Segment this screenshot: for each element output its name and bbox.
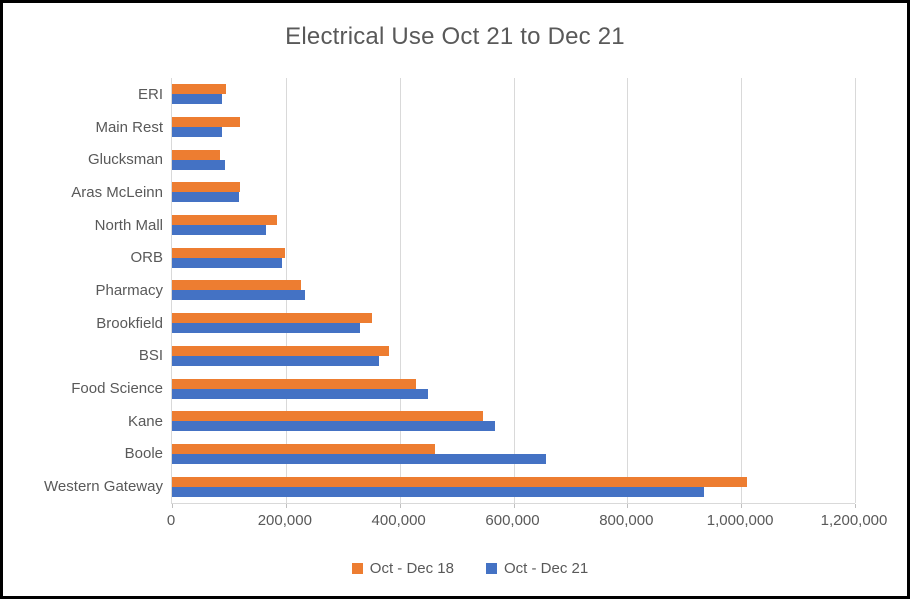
axis-tick [172,504,173,508]
bar-rows [172,78,855,503]
category-label-glucksman: Glucksman [87,151,163,169]
bar-oct-dec-18-eri [172,84,227,95]
category-row-glucksman [172,143,855,176]
x-tick-label-400-000: 400,000 [371,512,426,529]
category-label-bsi: BSI [138,347,163,365]
category-row-brookfield [172,307,855,340]
bar-oct-dec-21-boole [172,453,546,464]
x-tick-label-800-000: 800,000 [599,512,654,529]
category-label-aras-mcleinn: Aras McLeinn [71,183,163,201]
category-label-eri: ERI [137,85,163,103]
x-tick-label-600-000: 600,000 [485,512,540,529]
bar-oct-dec-21-brookfield [172,323,360,334]
legend-item-oct-dec-18: Oct - Dec 18 [351,560,454,577]
category-row-eri [172,78,855,111]
bar-oct-dec-21-orb [172,257,282,268]
bar-oct-dec-18-glucksman [172,149,220,160]
legend-item-oct-dec-21: Oct - Dec 21 [486,560,588,577]
gridline [399,78,401,503]
bar-oct-dec-18-orb [172,247,285,258]
bar-oct-dec-21-food-science [172,388,429,399]
bar-oct-dec-18-north-mall [172,215,277,226]
bar-oct-dec-21-pharmacy [172,290,305,301]
category-axis-labels: ERI Main Rest Glucksman Aras McLeinn North M… [3,78,163,503]
x-tick-label-1-000-000: 1,000,000 [706,512,774,529]
category-row-pharmacy [172,274,855,307]
axis-tick [513,504,515,508]
x-tick-label-1-200-000: 1,200,000 [820,512,888,529]
category-row-western-gateway [172,470,855,503]
axis-tick [855,504,856,508]
bar-oct-dec-18-aras-mcleinn [172,182,241,193]
bar-oct-dec-18-boole [172,443,435,454]
category-row-bsi [172,340,855,373]
chart-title: Electrical Use Oct 21 to Dec 21 [285,23,625,50]
bar-oct-dec-21-kane [172,421,495,432]
legend-label-oct-dec-18: Oct - Dec 18 [369,560,454,577]
legend-label-oct-dec-21: Oct - Dec 21 [504,560,589,577]
bar-oct-dec-21-north-mall [172,225,266,236]
category-row-kane [172,405,855,438]
category-row-aras-mcleinn [172,176,855,209]
category-row-food-science [172,372,855,405]
category-label-western-gateway: Western Gateway [44,478,163,496]
axis-tick [741,504,743,508]
bar-oct-dec-21-bsi [172,355,379,366]
axis-tick [627,504,629,508]
bar-oct-dec-18-pharmacy [172,280,302,291]
category-label-kane: Kane [127,412,163,430]
x-tick-label-0: 0 [166,512,176,529]
bar-oct-dec-21-eri [172,94,223,105]
gridline [627,78,629,503]
category-label-main-rest: Main Rest [95,118,163,136]
bar-oct-dec-21-glucksman [172,159,225,170]
legend-swatch-orange [351,563,363,574]
bar-oct-dec-21-main-rest [172,127,223,138]
gridline [855,78,856,503]
axis-tick [285,504,287,508]
bar-oct-dec-21-aras-mcleinn [172,192,240,203]
legend: Oct - Dec 18 Oct - Dec 21 [33,560,907,577]
bar-oct-dec-18-food-science [172,378,417,389]
gridline [513,78,515,503]
bar-oct-dec-18-kane [172,411,483,422]
category-row-orb [172,241,855,274]
category-label-boole: Boole [124,445,163,463]
bar-oct-dec-18-western-gateway [172,476,747,487]
axis-tick [399,504,401,508]
x-tick-label-200-000: 200,000 [257,512,312,529]
category-row-main-rest [172,111,855,144]
bar-oct-dec-18-main-rest [172,117,241,128]
bar-oct-dec-21-western-gateway [172,486,705,497]
category-label-brookfield: Brookfield [96,314,163,332]
x-axis-labels: 0 200,000 400,000 600,000 800,000 1,000,000 1,… [167,512,888,532]
legend-swatch-blue [486,563,497,574]
category-label-north-mall: North Mall [94,216,163,234]
bar-oct-dec-18-brookfield [172,313,373,324]
plot-area [171,78,856,508]
bar-oct-dec-18-bsi [172,345,390,356]
category-label-orb: ORB [130,249,163,267]
gridline [741,78,743,503]
category-label-food-science: Food Science [71,380,163,398]
category-row-north-mall [172,209,855,242]
category-row-boole [172,438,855,471]
category-label-pharmacy: Pharmacy [95,281,163,299]
